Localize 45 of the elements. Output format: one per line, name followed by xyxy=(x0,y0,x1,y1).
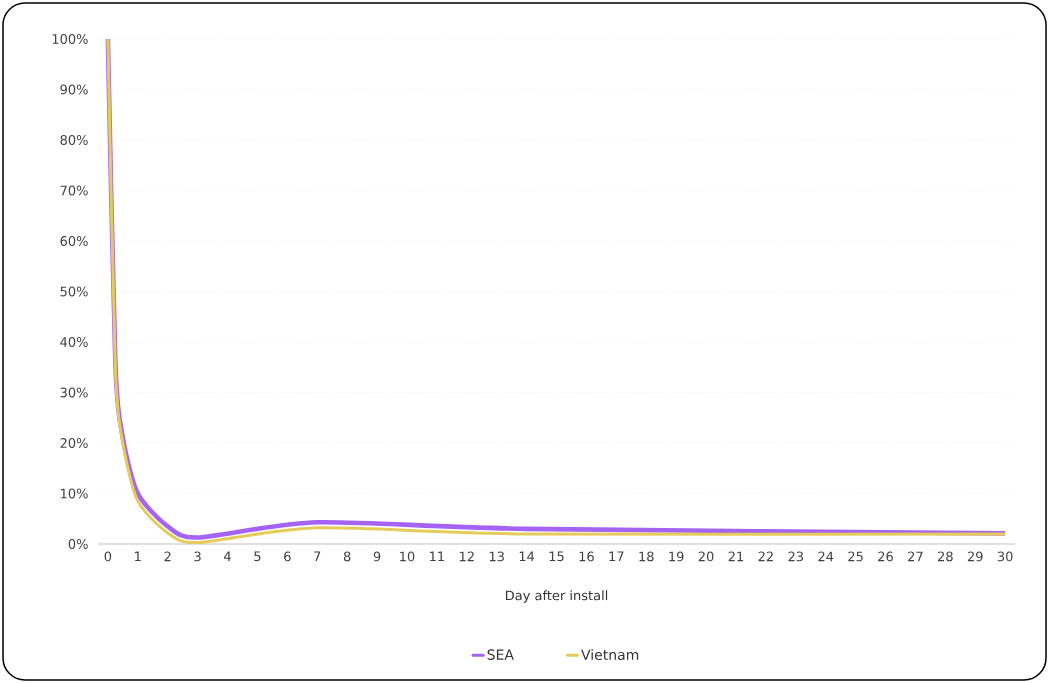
x-tick-label: 5 xyxy=(254,551,261,562)
y-tick-label: 80% xyxy=(60,135,88,145)
x-tick-label: 7 xyxy=(314,551,321,562)
x-tick-label: 22 xyxy=(758,551,773,562)
x-tick-label: 24 xyxy=(818,551,834,562)
y-tick-label: 50% xyxy=(60,286,88,297)
y-tick-label: 30% xyxy=(60,387,88,398)
y-tick-label: 70% xyxy=(60,185,88,196)
x-tick-label: 1 xyxy=(135,551,141,562)
y-tick-label: 60% xyxy=(60,236,88,246)
x-tick-label: 26 xyxy=(878,551,893,562)
x-tick-label: 17 xyxy=(609,551,624,562)
x-tick-label: 25 xyxy=(848,551,863,562)
y-tick-label: 20% xyxy=(60,438,88,448)
y-tick-label: 0% xyxy=(68,539,88,549)
x-tick-label: 15 xyxy=(549,551,564,562)
x-tick-label: 2 xyxy=(164,551,171,562)
x-tick-label: 28 xyxy=(938,551,953,562)
x-tick-label: 30 xyxy=(997,551,1013,562)
x-tick-label: 3 xyxy=(194,551,201,562)
x-tick-label: 27 xyxy=(908,551,923,562)
x-tick-label: 9 xyxy=(373,551,381,562)
x-tick-label: 13 xyxy=(489,551,504,562)
x-tick-label: 8 xyxy=(343,551,351,562)
x-tick-label: 19 xyxy=(669,551,684,562)
legend-label: SEA xyxy=(487,649,514,660)
x-tick-label: 4 xyxy=(224,551,231,562)
x-tick-label: 29 xyxy=(967,551,983,562)
x-tick-label: 14 xyxy=(519,551,535,562)
x-tick-label: 12 xyxy=(459,551,474,562)
x-tick-label: 21 xyxy=(728,551,744,562)
y-tick-label: 90% xyxy=(60,84,88,95)
x-axis-title: Day after install xyxy=(505,590,608,603)
x-tick-label: 10 xyxy=(400,551,415,562)
x-tick-label: 23 xyxy=(788,551,804,562)
x-tick-label: 6 xyxy=(284,551,291,562)
x-tick-label: 16 xyxy=(579,551,594,562)
y-tick-label: 10% xyxy=(61,488,88,499)
x-tick-label: 20 xyxy=(698,551,714,562)
x-tick-label: 11 xyxy=(430,551,444,562)
legend-label: Vietnam xyxy=(581,649,639,661)
y-tick-label: 40% xyxy=(60,337,88,347)
y-tick-label: 100% xyxy=(52,34,88,44)
x-tick-label: 0 xyxy=(104,551,112,562)
x-tick-label: 18 xyxy=(639,551,654,562)
